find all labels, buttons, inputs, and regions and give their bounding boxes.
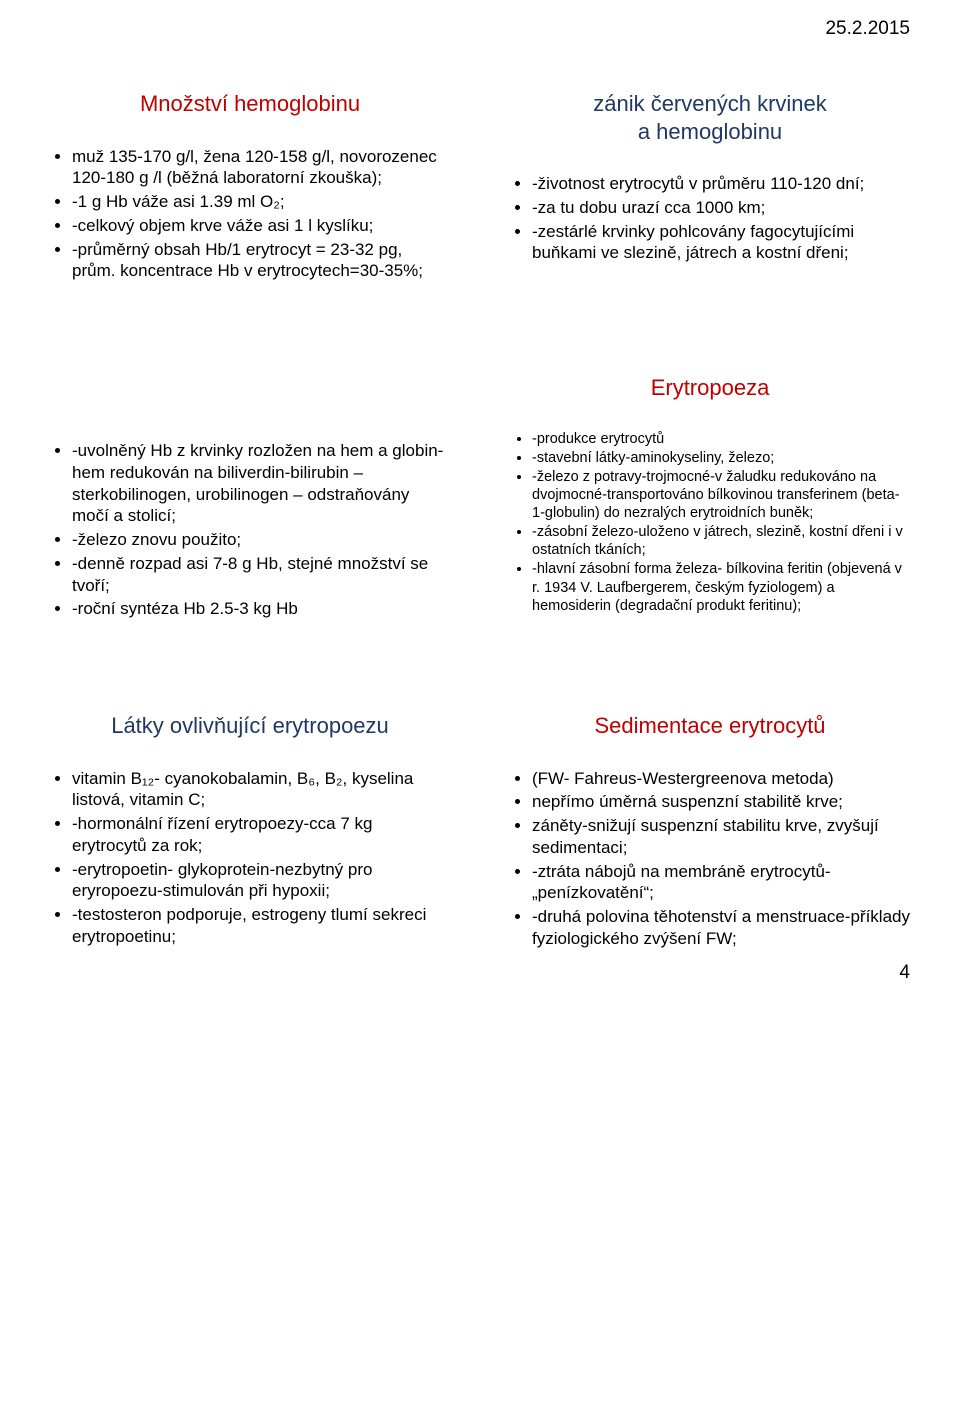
slide-title: Množství hemoglobinu (50, 90, 450, 118)
bullet-item: -zásobní železo-uloženo v játrech, slezi… (532, 523, 910, 559)
bullet-item: -testosteron podporuje, estrogeny tlumí … (72, 904, 450, 948)
slide-spacer (50, 374, 450, 412)
bullet-list: -produkce erytrocytů-stavební látky-amin… (510, 430, 910, 615)
slides-grid: Množství hemoglobinu muž 135-170 g/l, žen… (50, 90, 910, 952)
slide-title: zánik červených krvinek a hemoglobinu (510, 90, 910, 145)
bullet-item: -železo z potravy-trojmocné-v žaludku re… (532, 468, 910, 522)
bullet-item: -roční syntéza Hb 2.5-3 kg Hb (72, 598, 450, 620)
slide-title-line: Množství hemoglobinu (140, 91, 360, 116)
bullet-item: -za tu dobu urazí cca 1000 km; (532, 197, 910, 219)
bullet-item: -stavební látky-aminokyseliny, železo; (532, 449, 910, 467)
bullet-item: -druhá polovina těhotenství a menstruace… (532, 906, 910, 950)
slide-title: Erytropoeza (510, 374, 910, 402)
slide-cell: -uvolněný Hb z krvinky rozložen na hem a… (50, 374, 450, 622)
slide-title-line: a hemoglobinu (638, 119, 782, 144)
page-number: 4 (899, 962, 910, 984)
bullet-item: -celkový objem krve váže asi 1 l kyslíku… (72, 215, 450, 237)
bullet-item: -zestárlé krvinky pohlcovány fagocytujíc… (532, 221, 910, 265)
bullet-item: -hormonální řízení erytropoezy-cca 7 kg … (72, 813, 450, 857)
bullet-list: -uvolněný Hb z krvinky rozložen na hem a… (50, 440, 450, 620)
bullet-item: záněty-snižují suspenzní stabilitu krve,… (532, 815, 910, 859)
slide-title-line: zánik červených krvinek (593, 91, 827, 116)
handout-page: 25.2.2015 4 Množství hemoglobinu muž 135-… (0, 0, 960, 1002)
slide-cell: Sedimentace erytrocytů (FW- Fahreus-Weste… (510, 712, 910, 952)
bullet-item: -denně rozpad asi 7-8 g Hb, stejné množs… (72, 553, 450, 597)
bullet-list: vitamin B₁₂- cyanokobalamin, B₆, B₂, kys… (50, 768, 450, 948)
bullet-item: -ztráta nábojů na membráně erytrocytů- „… (532, 861, 910, 905)
bullet-item: -erytropoetin- glykoprotein-nezbytný pro… (72, 859, 450, 903)
page-date: 25.2.2015 (825, 18, 910, 40)
slide-cell: Erytropoeza -produkce erytrocytů-stavební… (510, 374, 910, 622)
bullet-item: muž 135-170 g/l, žena 120-158 g/l, novor… (72, 146, 450, 190)
bullet-list: muž 135-170 g/l, žena 120-158 g/l, novor… (50, 146, 450, 283)
bullet-item: -železo znovu použito; (72, 529, 450, 551)
slide-title: Sedimentace erytrocytů (510, 712, 910, 740)
bullet-list: -životnost erytrocytů v průměru 110-120 … (510, 173, 910, 264)
bullet-item: nepřímo úměrná suspenzní stabilitě krve; (532, 791, 910, 813)
slide-title: Látky ovlivňující erytropoezu (50, 712, 450, 740)
slide-cell: zánik červených krvinek a hemoglobinu -živ… (510, 90, 910, 284)
bullet-list: (FW- Fahreus-Westergreenova metoda)nepří… (510, 768, 910, 950)
slide-cell: Množství hemoglobinu muž 135-170 g/l, žen… (50, 90, 450, 284)
slide-title-line: Erytropoeza (651, 375, 770, 400)
bullet-item: -životnost erytrocytů v průměru 110-120 … (532, 173, 910, 195)
bullet-item: vitamin B₁₂- cyanokobalamin, B₆, B₂, kys… (72, 768, 450, 812)
slide-cell: Látky ovlivňující erytropoezu vitamin B₁₂… (50, 712, 450, 952)
bullet-item: -produkce erytrocytů (532, 430, 910, 448)
bullet-item: -hlavní zásobní forma železa- bílkovina … (532, 560, 910, 614)
bullet-item: -průměrný obsah Hb/1 erytrocyt = 23-32 p… (72, 239, 450, 283)
bullet-item: -1 g Hb váže asi 1.39 ml O₂; (72, 191, 450, 213)
bullet-item: -uvolněný Hb z krvinky rozložen na hem a… (72, 440, 450, 527)
slide-title-line: Sedimentace erytrocytů (594, 713, 825, 738)
slide-title-line: Látky ovlivňující erytropoezu (111, 713, 389, 738)
bullet-item: (FW- Fahreus-Westergreenova metoda) (532, 768, 910, 790)
